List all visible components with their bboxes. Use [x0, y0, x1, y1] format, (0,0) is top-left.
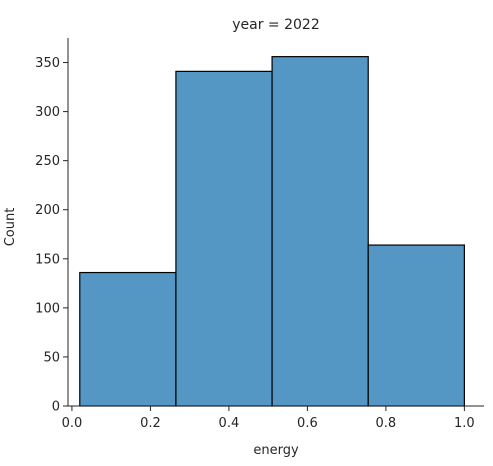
x-tick-label: 0.6 — [297, 416, 318, 431]
histogram-bar-1 — [79, 271, 177, 407]
x-tick-label: 1.0 — [454, 416, 475, 431]
histogram-bar-3 — [271, 56, 369, 407]
histogram-bar-4 — [367, 244, 465, 407]
x-tick-label: 0.0 — [62, 416, 83, 431]
chart-title: year = 2022 — [232, 17, 320, 33]
y-axis-title: Count — [3, 208, 18, 247]
x-tick-label: 0.2 — [140, 416, 161, 431]
y-tick-label: 350 — [35, 56, 60, 71]
y-tick-label: 200 — [35, 203, 60, 218]
y-tick-label: 0 — [52, 400, 60, 415]
histogram-bar-2 — [175, 70, 273, 407]
y-tick-label: 150 — [35, 252, 60, 267]
x-tick-label: 0.4 — [219, 416, 240, 431]
y-tick-label: 300 — [35, 105, 60, 120]
x-axis-title: energy — [253, 443, 299, 458]
x-tick-label: 0.8 — [376, 416, 397, 431]
x-axis-ticks: 0.0 0.2 0.4 0.6 0.8 1.0 — [62, 406, 475, 431]
y-tick-label: 100 — [35, 301, 60, 316]
bars-group — [79, 56, 465, 407]
y-tick-label: 50 — [43, 350, 60, 365]
y-axis-ticks: 0 50 100 150 200 250 300 350 — [35, 56, 68, 415]
y-tick-label: 250 — [35, 154, 60, 169]
